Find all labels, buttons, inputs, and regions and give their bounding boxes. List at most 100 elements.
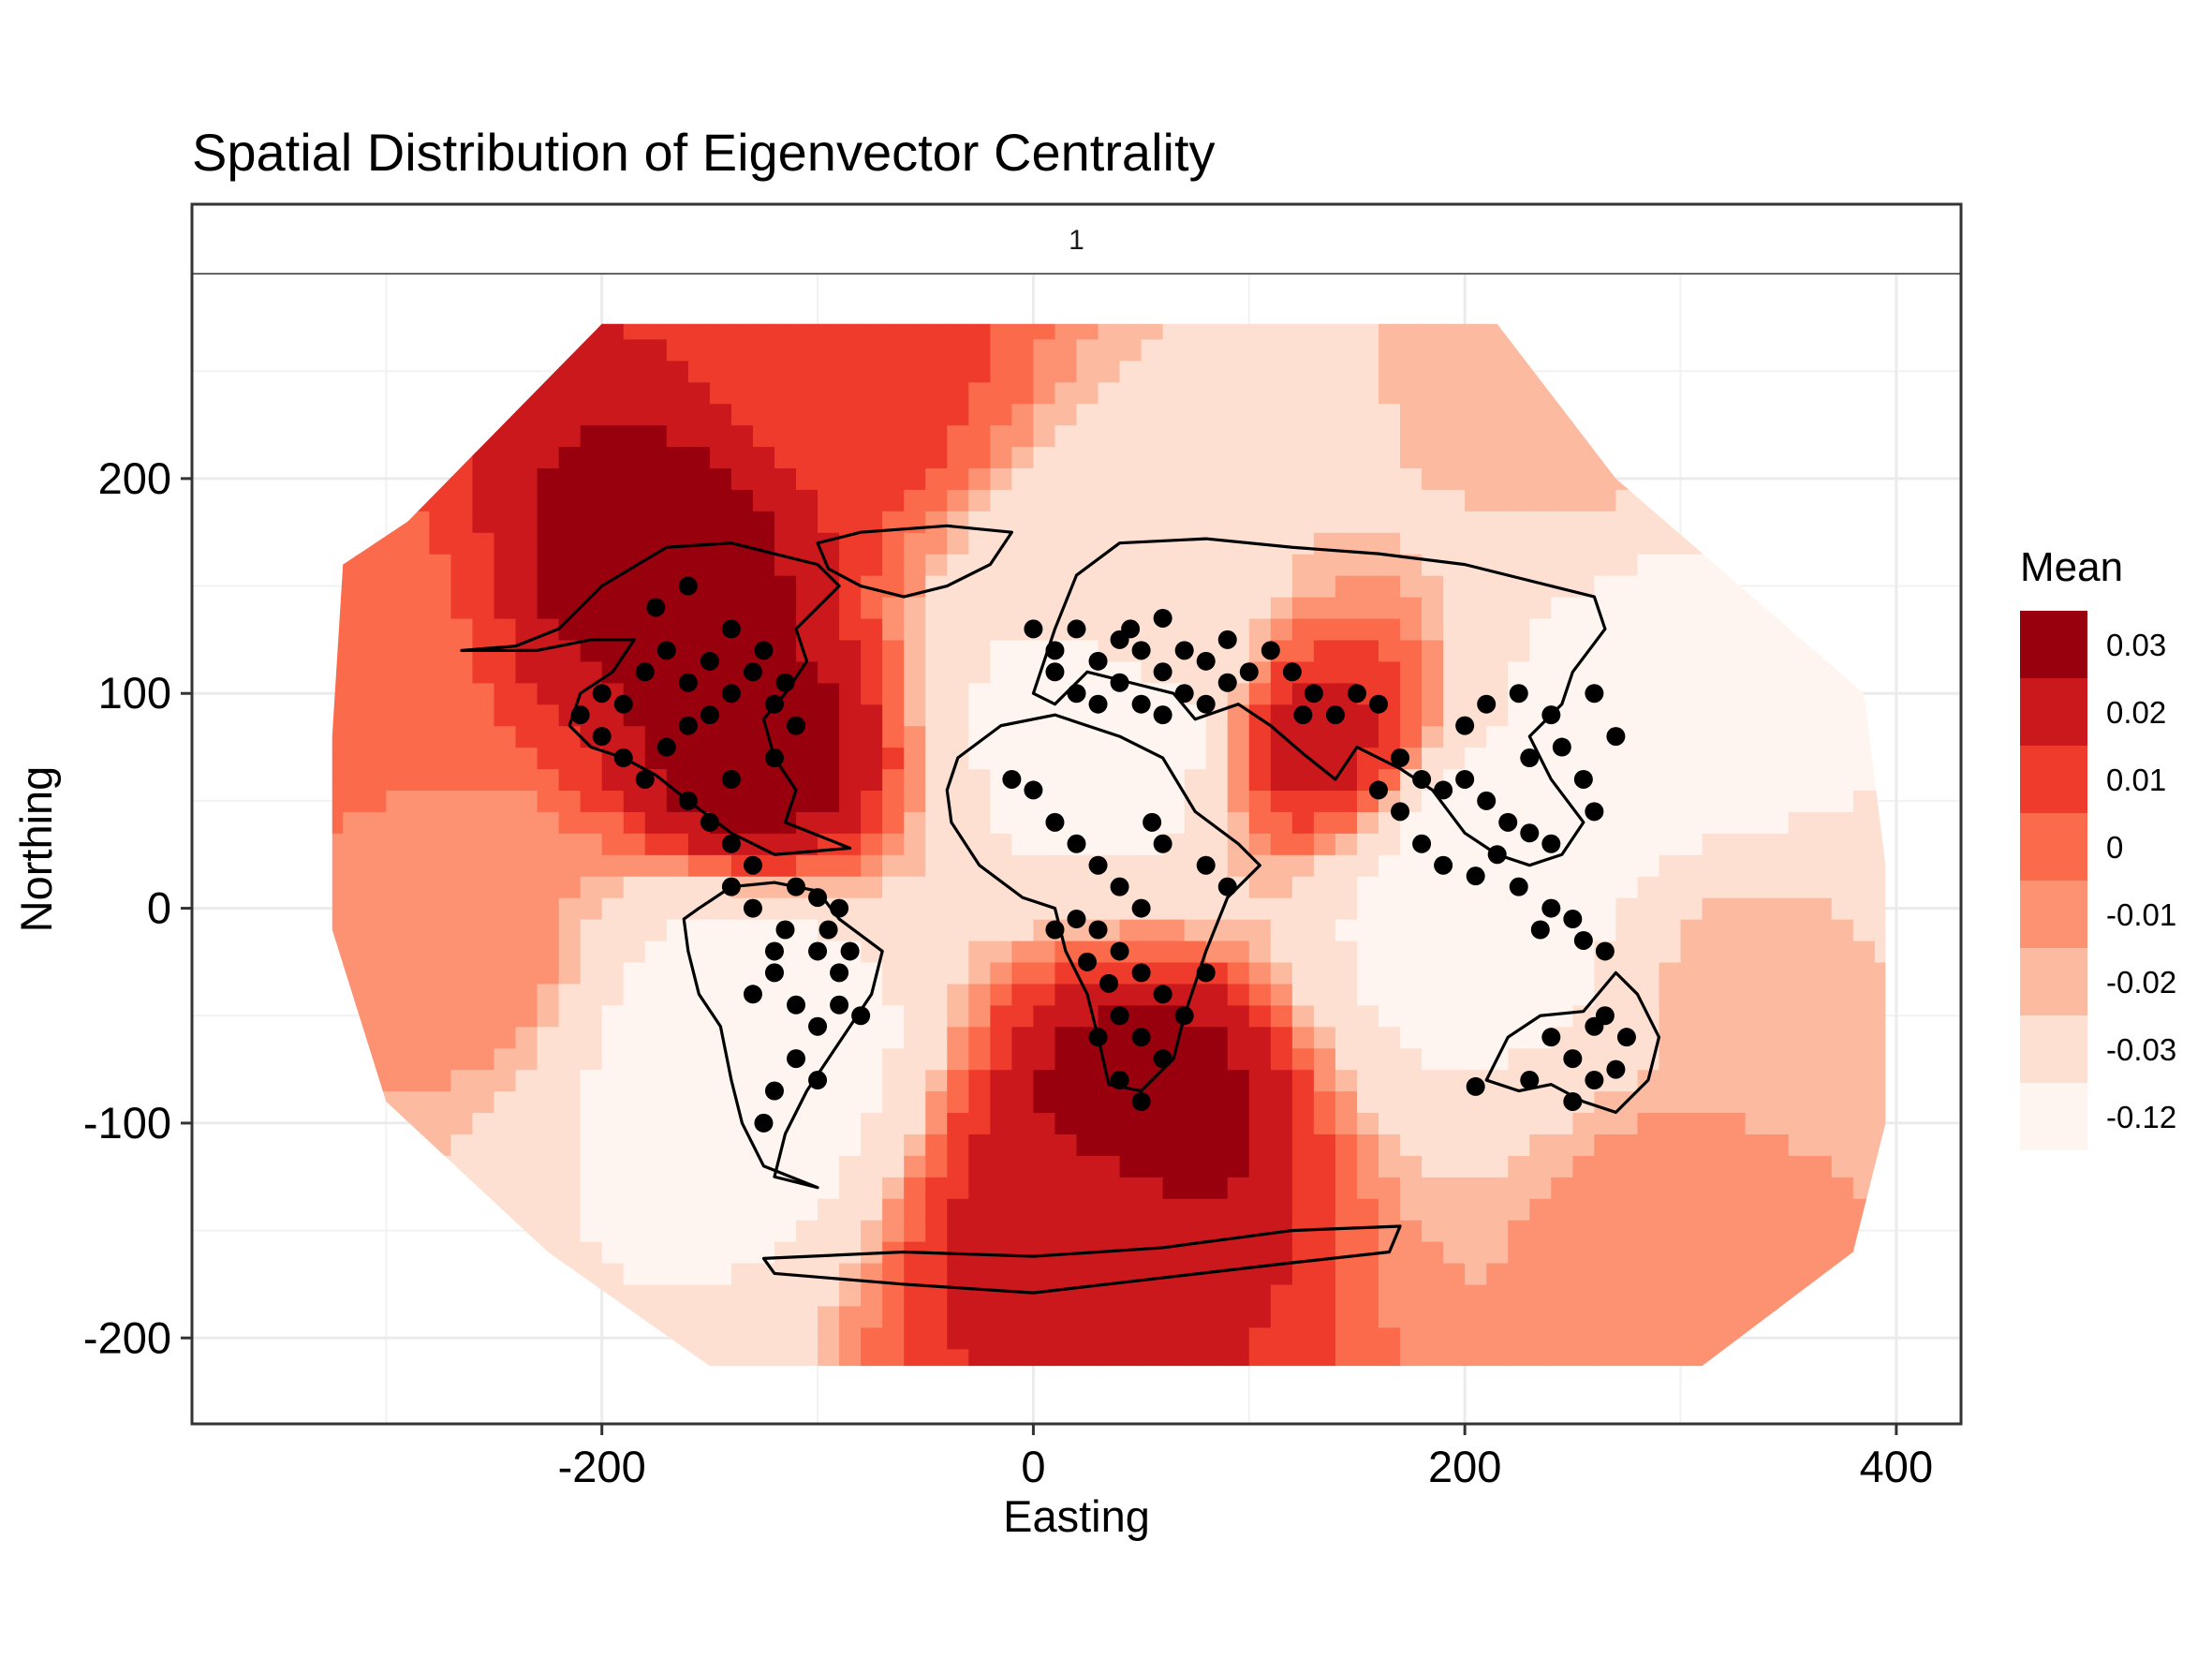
heat-cell bbox=[601, 1155, 625, 1178]
heat-cell bbox=[1551, 467, 1573, 490]
heat-cell bbox=[818, 511, 840, 533]
heat-cell bbox=[1831, 1220, 1854, 1242]
heat-cell bbox=[1465, 1026, 1487, 1049]
heat-cell bbox=[687, 446, 711, 469]
heat-cell bbox=[1874, 1069, 1886, 1092]
heat-cell bbox=[1572, 446, 1595, 469]
heat-cell bbox=[861, 489, 883, 511]
heat-cell bbox=[1011, 1262, 1035, 1285]
heat-cell bbox=[343, 876, 365, 898]
heat-cell bbox=[558, 876, 582, 898]
heat-cell bbox=[687, 1004, 711, 1028]
heat-cell bbox=[1788, 1155, 1811, 1178]
heat-cell bbox=[1098, 467, 1121, 490]
heat-cell bbox=[839, 617, 862, 641]
heat-cell bbox=[709, 381, 732, 405]
heat-cell bbox=[332, 811, 344, 834]
heat-cell bbox=[1594, 919, 1617, 941]
heat-cell bbox=[990, 1220, 1012, 1242]
heat-cell bbox=[343, 919, 365, 941]
heat-cell bbox=[925, 790, 948, 812]
heat-cell bbox=[1335, 876, 1358, 898]
heat-cell bbox=[601, 403, 625, 426]
heat-cell bbox=[1119, 1305, 1143, 1328]
heat-cell bbox=[1011, 833, 1035, 855]
site-point bbox=[1217, 673, 1237, 692]
heat-cell bbox=[1270, 617, 1293, 641]
heat-cell bbox=[1033, 725, 1056, 748]
heat-cell bbox=[407, 833, 431, 855]
heat-cell bbox=[472, 919, 495, 941]
heat-cell bbox=[1270, 811, 1293, 834]
heat-cell bbox=[494, 919, 517, 941]
heat-cell bbox=[1248, 747, 1272, 770]
heat-cell bbox=[1379, 983, 1401, 1006]
heat-cell bbox=[494, 446, 517, 469]
heat-cell bbox=[709, 961, 732, 985]
heat-cell bbox=[1766, 897, 1790, 920]
heat-cell bbox=[1422, 532, 1444, 555]
heat-cell bbox=[709, 424, 732, 448]
site-point bbox=[818, 920, 838, 940]
heat-cell bbox=[1313, 1198, 1336, 1221]
heat-cell bbox=[1270, 575, 1293, 598]
heat-cell bbox=[1011, 1326, 1035, 1350]
heat-cell bbox=[1659, 854, 1682, 877]
heat-cell bbox=[1011, 424, 1035, 448]
heat-cell bbox=[1594, 489, 1617, 511]
heat-cell bbox=[1443, 446, 1466, 469]
heat-cell bbox=[1465, 323, 1487, 340]
site-point bbox=[1024, 619, 1043, 639]
heat-cell bbox=[1011, 897, 1035, 920]
heat-cell bbox=[904, 854, 926, 877]
heat-cell bbox=[1852, 854, 1876, 877]
heat-cell bbox=[1162, 575, 1186, 598]
heat-cell bbox=[1766, 1090, 1790, 1114]
heat-cell bbox=[1011, 1198, 1035, 1221]
heat-cell bbox=[1184, 323, 1207, 340]
heat-cell bbox=[882, 532, 905, 555]
heat-cell bbox=[1465, 1326, 1487, 1350]
heat-cell bbox=[515, 511, 538, 533]
heat-cell bbox=[1637, 747, 1660, 770]
heat-cell bbox=[1422, 704, 1444, 727]
heat-cell bbox=[1723, 1112, 1747, 1134]
heat-cell bbox=[1227, 1305, 1250, 1328]
site-point bbox=[1369, 780, 1389, 800]
heat-cell bbox=[1033, 983, 1056, 1006]
legend-key bbox=[2020, 611, 2087, 678]
heat-cell bbox=[947, 575, 969, 598]
heat-cell bbox=[1659, 1026, 1682, 1049]
heat-cell bbox=[861, 338, 883, 362]
heat-cell bbox=[1356, 617, 1379, 641]
heat-cell bbox=[818, 1198, 840, 1221]
heat-cell bbox=[386, 597, 408, 619]
heat-cell bbox=[1702, 1177, 1725, 1199]
heat-cell bbox=[1356, 639, 1379, 662]
heat-cell bbox=[1659, 1262, 1682, 1285]
heat-cell bbox=[407, 725, 431, 748]
heat-cell bbox=[386, 532, 408, 555]
heat-cell bbox=[1291, 897, 1315, 920]
heat-cell bbox=[709, 1112, 732, 1134]
heat-cell bbox=[601, 617, 625, 641]
heat-cell bbox=[666, 1283, 689, 1307]
heat-cell bbox=[1076, 360, 1099, 383]
heat-cell bbox=[1379, 1305, 1401, 1328]
heat-cell bbox=[1400, 1112, 1423, 1134]
heat-cell bbox=[1572, 617, 1595, 641]
heat-cell bbox=[407, 983, 431, 1006]
heat-cell bbox=[1379, 532, 1401, 555]
heat-cell bbox=[623, 617, 646, 641]
heat-cell bbox=[666, 1241, 689, 1264]
heat-cell bbox=[666, 554, 689, 576]
heat-cell bbox=[774, 575, 797, 598]
heat-cell bbox=[450, 617, 474, 641]
heat-cell bbox=[1098, 790, 1121, 812]
heat-cell bbox=[1227, 1177, 1250, 1199]
heat-cell bbox=[947, 323, 969, 340]
heat-cell bbox=[1313, 467, 1336, 490]
heat-cell bbox=[1788, 1220, 1811, 1242]
heat-cell bbox=[968, 1069, 991, 1092]
heat-cell bbox=[623, 1090, 646, 1114]
